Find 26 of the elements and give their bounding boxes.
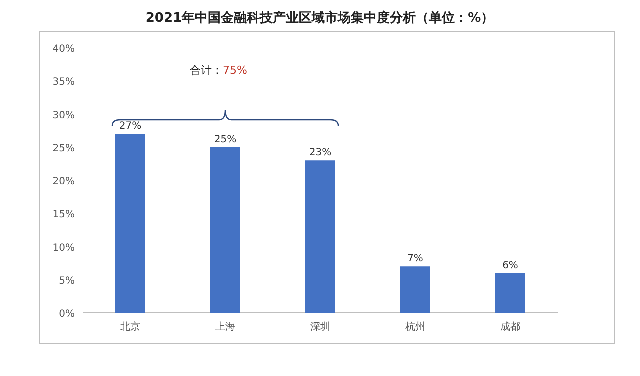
y-tick-label: 0% (59, 309, 75, 320)
data-label: 25% (214, 134, 237, 146)
data-label: 23% (309, 148, 332, 159)
bar (306, 160, 336, 313)
y-tick-label: 10% (52, 242, 75, 254)
data-label: 6% (502, 260, 518, 272)
data-label: 27% (119, 121, 142, 132)
bar (210, 147, 240, 313)
data-label: 7% (408, 254, 424, 265)
y-tick-label: 20% (52, 176, 75, 188)
y-tick-label: 5% (59, 276, 75, 287)
bar (116, 134, 146, 313)
bar (496, 273, 526, 313)
x-tick-label: 深圳 (310, 321, 330, 333)
y-tick-label: 30% (52, 110, 75, 122)
y-tick-label: 25% (52, 143, 75, 154)
y-tick-label: 40% (52, 44, 75, 55)
x-tick-label: 北京 (120, 321, 140, 333)
annotation: 合计：75% (190, 64, 248, 77)
chart-title: 2021年中国金融科技产业区域市场集中度分析（单位：%） (146, 10, 494, 26)
y-tick-label: 35% (52, 77, 75, 88)
x-tick-label: 杭州 (404, 321, 426, 333)
x-tick-label: 上海 (216, 321, 236, 333)
x-tick-label: 成都 (500, 321, 520, 333)
y-tick-label: 15% (52, 210, 75, 221)
bar (400, 266, 430, 313)
